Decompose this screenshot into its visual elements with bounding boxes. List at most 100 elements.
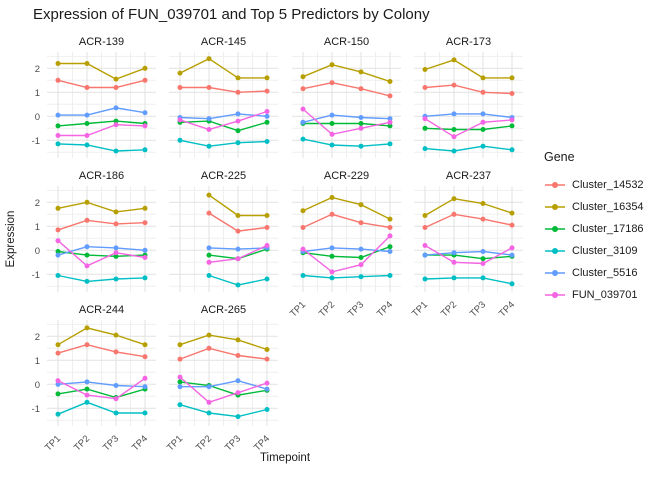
y-tick-label: 1 <box>35 88 40 99</box>
x-tick-label: TP2 <box>194 433 214 453</box>
data-point <box>451 250 457 256</box>
data-point <box>300 106 306 112</box>
data-point <box>235 213 241 218</box>
data-point <box>142 342 148 348</box>
data-point <box>55 227 61 233</box>
data-point <box>55 391 61 397</box>
series-line-Cluster_16354 <box>179 57 267 79</box>
series-line-Cluster_5516 <box>58 107 146 116</box>
data-point <box>480 275 486 281</box>
series-line-Cluster_16354 <box>302 63 391 83</box>
facet-panel <box>169 186 278 292</box>
data-point <box>142 384 148 390</box>
data-point <box>177 342 183 348</box>
data-point <box>113 76 119 82</box>
data-point <box>113 118 119 124</box>
data-point <box>329 62 335 68</box>
data-point <box>142 110 148 116</box>
data-point <box>387 233 393 239</box>
data-point <box>142 123 148 129</box>
data-point <box>113 105 119 111</box>
data-point <box>480 256 486 262</box>
data-point <box>387 119 393 125</box>
data-point <box>422 252 428 258</box>
series-line-FUN_039701 <box>424 244 513 265</box>
data-point <box>329 142 335 148</box>
data-point <box>451 259 457 265</box>
y-tick-label: -1 <box>32 270 40 281</box>
data-point <box>387 93 393 99</box>
facet-panel: 2 1 0 -1 <box>32 52 156 158</box>
data-point <box>329 121 335 126</box>
data-point <box>451 82 457 88</box>
x-tick-label: TP4 <box>252 433 272 453</box>
y-tick-label: -1 <box>32 404 40 415</box>
data-point <box>509 147 515 153</box>
legend-label: Cluster_17186 <box>572 223 644 235</box>
data-point <box>329 211 335 217</box>
data-point <box>55 205 61 211</box>
legend-key-point <box>552 226 558 232</box>
series-line-Cluster_5516 <box>424 113 513 119</box>
series-line-Cluster_16354 <box>57 327 146 346</box>
data-point <box>84 325 90 331</box>
facet-panel: TP1 TP2 TP3 TP4 <box>165 320 278 453</box>
data-point <box>84 217 90 223</box>
x-tick-label: TP1 <box>43 433 63 453</box>
chart-title: Expression of FUN_039701 and Top 5 Predi… <box>33 6 430 23</box>
legend-key-point <box>552 270 558 276</box>
data-point <box>300 86 306 92</box>
data-point <box>264 225 270 230</box>
data-point <box>84 133 90 138</box>
data-point <box>264 88 270 94</box>
data-point <box>235 414 241 420</box>
data-point <box>206 127 212 132</box>
data-point <box>142 255 148 260</box>
data-point <box>387 141 393 147</box>
data-point <box>235 140 241 146</box>
data-point <box>480 201 486 206</box>
data-point <box>113 85 119 90</box>
data-point <box>84 392 90 398</box>
legend-entry: Cluster_17186 <box>544 218 644 240</box>
y-tick-label: 2 <box>35 198 40 209</box>
facet-title: ACR-150 <box>323 36 370 48</box>
x-tick-label: TP2 <box>439 299 459 319</box>
data-point <box>142 220 148 226</box>
data-point <box>264 109 270 114</box>
data-point <box>264 386 270 392</box>
data-point <box>55 381 61 387</box>
series-line-Cluster_16354 <box>58 62 146 80</box>
data-point <box>177 374 183 380</box>
data-point <box>142 77 148 83</box>
series-line-Cluster_17186 <box>57 388 146 399</box>
data-point <box>480 119 486 125</box>
x-axis-title: Timepoint <box>259 452 311 464</box>
data-point <box>84 121 90 126</box>
series-line-FUN_039701 <box>424 118 513 138</box>
data-point <box>113 332 119 338</box>
series-line-FUN_039701 <box>179 110 268 131</box>
data-point <box>206 273 212 278</box>
data-point <box>84 142 90 148</box>
series-line-Cluster_14532 <box>424 213 513 229</box>
data-point <box>113 245 119 251</box>
series-line-Cluster_17186 <box>179 381 268 396</box>
legend-entry: Cluster_5516 <box>544 262 644 284</box>
data-point <box>480 127 486 132</box>
data-point <box>300 74 306 80</box>
data-point <box>451 275 457 281</box>
data-point <box>235 378 241 384</box>
facet-title: ACR-173 <box>445 36 492 48</box>
data-point <box>55 123 61 129</box>
legend-key-point <box>552 248 558 254</box>
legend-entry: Cluster_16354 <box>544 196 644 218</box>
data-point <box>480 216 486 222</box>
data-point <box>235 390 241 396</box>
data-point <box>113 396 119 402</box>
x-tick-label: TP3 <box>223 433 243 453</box>
facet-title: ACR-265 <box>200 304 247 316</box>
data-point <box>358 246 364 252</box>
data-point <box>84 61 90 66</box>
series-line-Cluster_16354 <box>179 334 268 351</box>
